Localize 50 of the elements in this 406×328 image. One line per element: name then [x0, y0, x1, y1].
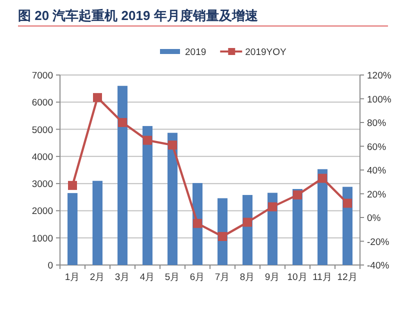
x-tick-label: 12月 [337, 272, 358, 283]
y2-tick-label: 40% [367, 166, 387, 176]
y-tick-label: 3000 [32, 179, 53, 190]
point [268, 202, 277, 212]
x-tick-label: 8月 [240, 272, 256, 283]
y-tick-label: 1000 [32, 233, 53, 244]
x-tick-label: 9月 [264, 272, 280, 283]
point [193, 218, 202, 228]
bar [92, 180, 102, 265]
x-tick-label: 7月 [214, 272, 230, 283]
point [243, 218, 252, 227]
x-tick-label: 3月 [114, 272, 130, 283]
point [343, 198, 352, 208]
x-tick-label: 2月 [90, 272, 106, 283]
point [168, 140, 177, 150]
point [293, 190, 302, 200]
point [118, 118, 127, 127]
y2-tick-label: 120% [367, 70, 392, 82]
y2-tick-label: 0% [367, 213, 382, 224]
y-tick-label: 7000 [32, 70, 53, 82]
y2-tick-label: -40% [367, 260, 390, 272]
bar [68, 193, 78, 265]
x-tick-label: 4月 [140, 272, 156, 283]
y-tick-label: 5000 [32, 124, 53, 136]
y-tick-label: 4000 [32, 152, 53, 163]
y2-tick-label: 20% [367, 189, 387, 200]
x-tick-label: 6月 [190, 272, 206, 283]
point [68, 180, 77, 190]
bar [318, 169, 328, 265]
y2-tick-label: -20% [367, 236, 390, 248]
y2-tick-label: 60% [367, 142, 387, 153]
x-tick-label: 10月 [287, 272, 308, 283]
y2-tick-label: 80% [367, 118, 387, 129]
bar [142, 126, 152, 265]
x-tick-label: 1月 [64, 272, 80, 283]
y-tick-label: 2000 [32, 206, 53, 218]
x-tick-label: 11月 [312, 272, 332, 283]
title: 图 20 汽车起重机 2019 年月度销量及增速 [18, 8, 258, 23]
point [218, 232, 227, 241]
x-tick-label: 5月 [164, 272, 180, 283]
legend-label: 2019 [185, 47, 206, 58]
point [318, 174, 327, 183]
point [93, 93, 102, 102]
point [143, 136, 152, 145]
y-tick-label: 6000 [32, 98, 53, 109]
bar [118, 86, 128, 265]
bar [168, 132, 178, 265]
legend-label: 2019YOY [245, 47, 287, 58]
y-tick-label: 0 [48, 260, 53, 272]
y2-tick-label: 100% [367, 94, 392, 106]
